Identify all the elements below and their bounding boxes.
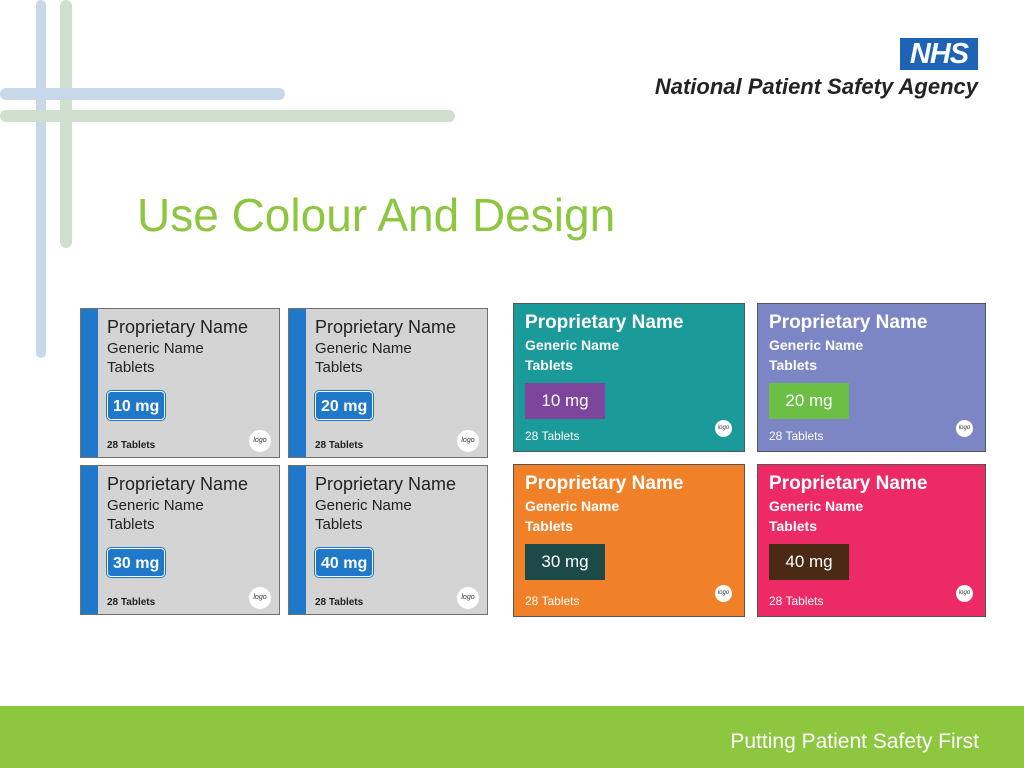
generic-name: Generic Name <box>769 498 864 514</box>
medicine-pack-grey: Proprietary Name Generic Name Tablets 40… <box>288 465 488 615</box>
tablet-count: 28 Tablets <box>525 429 580 443</box>
dosage-form: Tablets <box>769 518 817 534</box>
generic-name: Generic Name <box>107 497 204 514</box>
generic-name: Generic Name <box>315 340 412 357</box>
dosage-form: Tablets <box>525 518 573 534</box>
pack-stripe <box>289 466 306 614</box>
decorative-bar <box>0 88 285 100</box>
decorative-bar <box>36 0 46 358</box>
proprietary-name: Proprietary Name <box>525 473 684 494</box>
proprietary-name: Proprietary Name <box>107 474 249 494</box>
dose-badge: 40 mg <box>315 548 374 577</box>
medicine-pack-grey: Proprietary Name Generic Name Tablets 10… <box>80 308 280 458</box>
tablet-count: 28 Tablets <box>769 429 824 443</box>
proprietary-name: Proprietary Name <box>525 312 684 333</box>
proprietary-name: Proprietary Name <box>107 317 249 337</box>
agency-name: National Patient Safety Agency <box>654 74 978 99</box>
tablet-count: 28 Tablets <box>525 594 580 608</box>
logo-icon: logo <box>457 430 479 452</box>
dose-badge: 10 mg <box>107 391 166 420</box>
slide-title: Use Colour And Design <box>137 189 616 241</box>
medicine-pack-colour: Proprietary Name Generic Name Tablets 10… <box>513 303 745 452</box>
logo-icon: logo <box>249 430 271 452</box>
dosage-form: Tablets <box>107 516 155 533</box>
tablet-count: 28 Tablets <box>107 440 156 451</box>
pack-stripe <box>289 309 306 457</box>
generic-name: Generic Name <box>107 340 204 357</box>
dose-badge: 20 mg <box>769 383 849 419</box>
footer-bar: Putting Patient Safety First <box>0 706 1024 768</box>
logo-icon: logo <box>715 585 732 602</box>
logo-icon: logo <box>956 420 973 437</box>
logo-icon: logo <box>715 420 732 437</box>
proprietary-name: Proprietary Name <box>315 474 457 494</box>
dosage-form: Tablets <box>107 359 155 376</box>
tablet-count: 28 Tablets <box>769 594 824 608</box>
logo-icon: logo <box>956 585 973 602</box>
generic-name: Generic Name <box>525 337 620 353</box>
pack-stripe <box>81 466 98 614</box>
logo-icon: logo <box>249 587 271 609</box>
generic-name: Generic Name <box>315 497 412 514</box>
dosage-form: Tablets <box>315 516 363 533</box>
dosage-form: Tablets <box>315 359 363 376</box>
dosage-form: Tablets <box>769 357 817 373</box>
pack-stripe <box>81 309 98 457</box>
medicine-pack-colour: Proprietary Name Generic Name Tablets 30… <box>513 464 745 617</box>
medicine-pack-grey: Proprietary Name Generic Name Tablets 20… <box>288 308 488 458</box>
footer-tagline: Putting Patient Safety First <box>730 730 979 753</box>
dose-badge: 10 mg <box>525 383 605 419</box>
dose-badge: 30 mg <box>525 544 605 580</box>
dosage-form: Tablets <box>525 357 573 373</box>
dose-badge: 40 mg <box>769 544 849 580</box>
medicine-pack-colour: Proprietary Name Generic Name Tablets 20… <box>757 303 986 452</box>
decorative-bar <box>0 110 455 122</box>
proprietary-name: Proprietary Name <box>315 317 457 337</box>
medicine-pack-colour: Proprietary Name Generic Name Tablets 40… <box>757 464 986 617</box>
generic-name: Generic Name <box>769 337 864 353</box>
tablet-count: 28 Tablets <box>315 597 364 608</box>
decorative-bar <box>60 0 72 248</box>
generic-name: Generic Name <box>525 498 620 514</box>
tablet-count: 28 Tablets <box>107 597 156 608</box>
proprietary-name: Proprietary Name <box>769 473 928 494</box>
nhs-logo: NHS <box>900 38 978 70</box>
medicine-pack-grey: Proprietary Name Generic Name Tablets 30… <box>80 465 280 615</box>
dose-badge: 20 mg <box>315 391 374 420</box>
dose-badge: 30 mg <box>107 548 166 577</box>
tablet-count: 28 Tablets <box>315 440 364 451</box>
logo-icon: logo <box>457 587 479 609</box>
proprietary-name: Proprietary Name <box>769 312 928 333</box>
